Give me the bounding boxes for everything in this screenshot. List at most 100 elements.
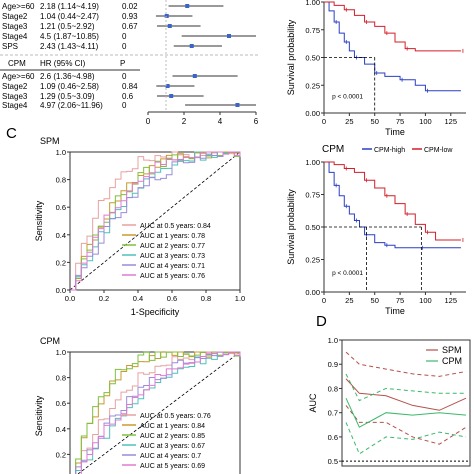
x-tick-label: 75 <box>396 296 404 305</box>
forest-p: 0.02 <box>122 2 138 11</box>
y-tick-label: 0.6 <box>328 433 338 442</box>
x-tick-label: 0.0 <box>65 294 75 303</box>
auc-series-line <box>345 422 467 455</box>
x-tick-label: 50 <box>371 117 379 126</box>
y-tick-label: 0.4 <box>56 425 66 434</box>
forest-label: Age>=60 <box>2 2 35 11</box>
forest-label: Stage4 <box>2 32 28 41</box>
forest-hr: 1.21 (0.5~2.92) <box>40 22 95 31</box>
y-tick-label: 0.5 <box>328 457 338 466</box>
forest-label: Stage3 <box>2 92 28 101</box>
legend-label: AUC at 2 years: 0.77 <box>140 243 205 250</box>
roc-title: SPM <box>40 136 60 146</box>
x-axis-title: Time <box>385 127 405 137</box>
y-tick-label: 0.25 <box>305 81 320 90</box>
forest-hr: 4.97 (2.06~11.96) <box>40 101 103 110</box>
x-tick-label: 0.8 <box>201 294 211 303</box>
km-curve <box>324 1 461 92</box>
legend-label: AUC at 3 years: 0.73 <box>140 253 205 260</box>
roc-title: CPM <box>40 336 60 346</box>
roc-curve <box>75 351 241 474</box>
forest-label: Stage3 <box>2 22 28 31</box>
km-title: CPM <box>322 144 344 155</box>
y-tick-label: 0.00 <box>305 109 320 118</box>
legend-label: AUC at 1 years: 0.84 <box>140 423 205 430</box>
roc-curve <box>70 151 241 291</box>
forest-label: Age>=60 <box>2 72 35 81</box>
x-tick-label: 50 <box>371 296 379 305</box>
forest-axis-label: 4 <box>218 117 223 126</box>
forest-point <box>164 14 169 18</box>
forest-hr: 1.09 (0.46~2.58) <box>40 82 99 91</box>
plot-frame <box>69 151 241 291</box>
forest-axis-label: 0 <box>146 117 151 126</box>
y-axis-title: AUC <box>308 393 318 413</box>
y-tick-label: 1.00 <box>305 158 320 167</box>
forest-p: 0.6 <box>122 92 134 101</box>
forest-axis-label: 6 <box>254 117 259 126</box>
y-tick-label: 0.4 <box>56 231 66 240</box>
roc-curve <box>70 151 241 291</box>
auc-series-line <box>345 378 467 411</box>
x-axis-title: 1-Specificity <box>131 307 180 317</box>
forest-point <box>185 4 190 8</box>
forest-label: Stage4 <box>2 101 28 110</box>
x-tick-label: 125 <box>445 117 458 126</box>
y-tick-label: 1.0 <box>56 348 66 357</box>
forest-p: 0 <box>122 101 127 110</box>
x-tick-label: 25 <box>345 117 353 126</box>
legend-label: AUC at 1 years: 0.78 <box>140 233 205 240</box>
forest-label: Stage2 <box>2 82 28 91</box>
forest-point <box>189 44 194 48</box>
forest-axis-label: 2 <box>182 117 187 126</box>
y-tick-label: 0.25 <box>305 256 320 265</box>
y-tick-label: 0.9 <box>328 360 338 369</box>
p-value-text: p < 0.0001 <box>332 270 363 277</box>
y-tick-label: 0.7 <box>328 409 338 418</box>
legend-label: AUC at 0.5 years: 0.76 <box>140 413 211 420</box>
legend-label: AUC at 4 years: 0.7 <box>140 453 201 460</box>
roc-plot-spm: 0.0 0.2 0.4 0.6 0.8 1.0 0.0 0.2 0.4 0.6 0.8 1.0 1-Sp… <box>34 136 245 317</box>
km-curve <box>324 161 461 241</box>
panel-label-c: C <box>6 125 17 142</box>
y-tick-label: 0.2 <box>56 450 66 459</box>
forest-header-hr: HR (95% CI) <box>40 59 86 68</box>
auc-series-line <box>345 351 467 377</box>
forest-point <box>192 74 197 78</box>
x-tick-label: 25 <box>345 296 353 305</box>
y-tick-label: 1.0 <box>328 336 338 345</box>
x-tick-label: 0 <box>322 117 326 126</box>
legend-label: AUC at 0.5 years: 0.84 <box>140 223 211 230</box>
x-axis-title: Time <box>385 306 405 316</box>
km-curve <box>324 161 461 249</box>
y-tick-label: 0.8 <box>56 176 66 185</box>
forest-hr: 2.6 (1.36~4.98) <box>40 72 95 81</box>
forest-p: 0 <box>122 72 127 81</box>
auc-series-line <box>345 405 467 445</box>
x-tick-label: 0.4 <box>133 294 143 303</box>
y-tick-label: 0.0 <box>56 286 66 295</box>
x-tick-label: 0 <box>322 296 326 305</box>
x-tick-label: 1.0 <box>235 294 245 303</box>
km-plot-cpm: 0.00 0.25 0.50 0.75 1.00 0 25 50 75 100 125 Time Sur… <box>286 144 466 316</box>
p-value-text: p < 0.0001 <box>332 94 363 101</box>
legend-label: AUC at 5 years: 0.69 <box>140 463 205 470</box>
diagonal-reference <box>69 151 241 291</box>
x-tick-label: 0.6 <box>167 294 177 303</box>
forest-plot: Age>=60 2.18 (1.14~4.19) 0.02 Stage2 1.04 (0… <box>0 0 259 126</box>
y-tick-label: 1.00 <box>305 0 320 7</box>
y-tick-label: 0.50 <box>305 223 320 232</box>
y-tick-label: 0.8 <box>56 374 66 383</box>
x-tick-label: 75 <box>396 117 404 126</box>
forest-hr: 1.04 (0.44~2.47) <box>40 12 99 21</box>
legend-label: AUC at 3 years: 0.67 <box>140 443 205 450</box>
forest-label: Stage2 <box>2 12 28 21</box>
y-tick-label: 0.00 <box>305 288 320 297</box>
y-tick-label: 0.75 <box>305 26 320 35</box>
roc-curve <box>80 351 241 474</box>
forest-p: 0.93 <box>122 12 138 21</box>
x-tick-label: 100 <box>419 117 432 126</box>
y-tick-label: 0.8 <box>328 384 338 393</box>
